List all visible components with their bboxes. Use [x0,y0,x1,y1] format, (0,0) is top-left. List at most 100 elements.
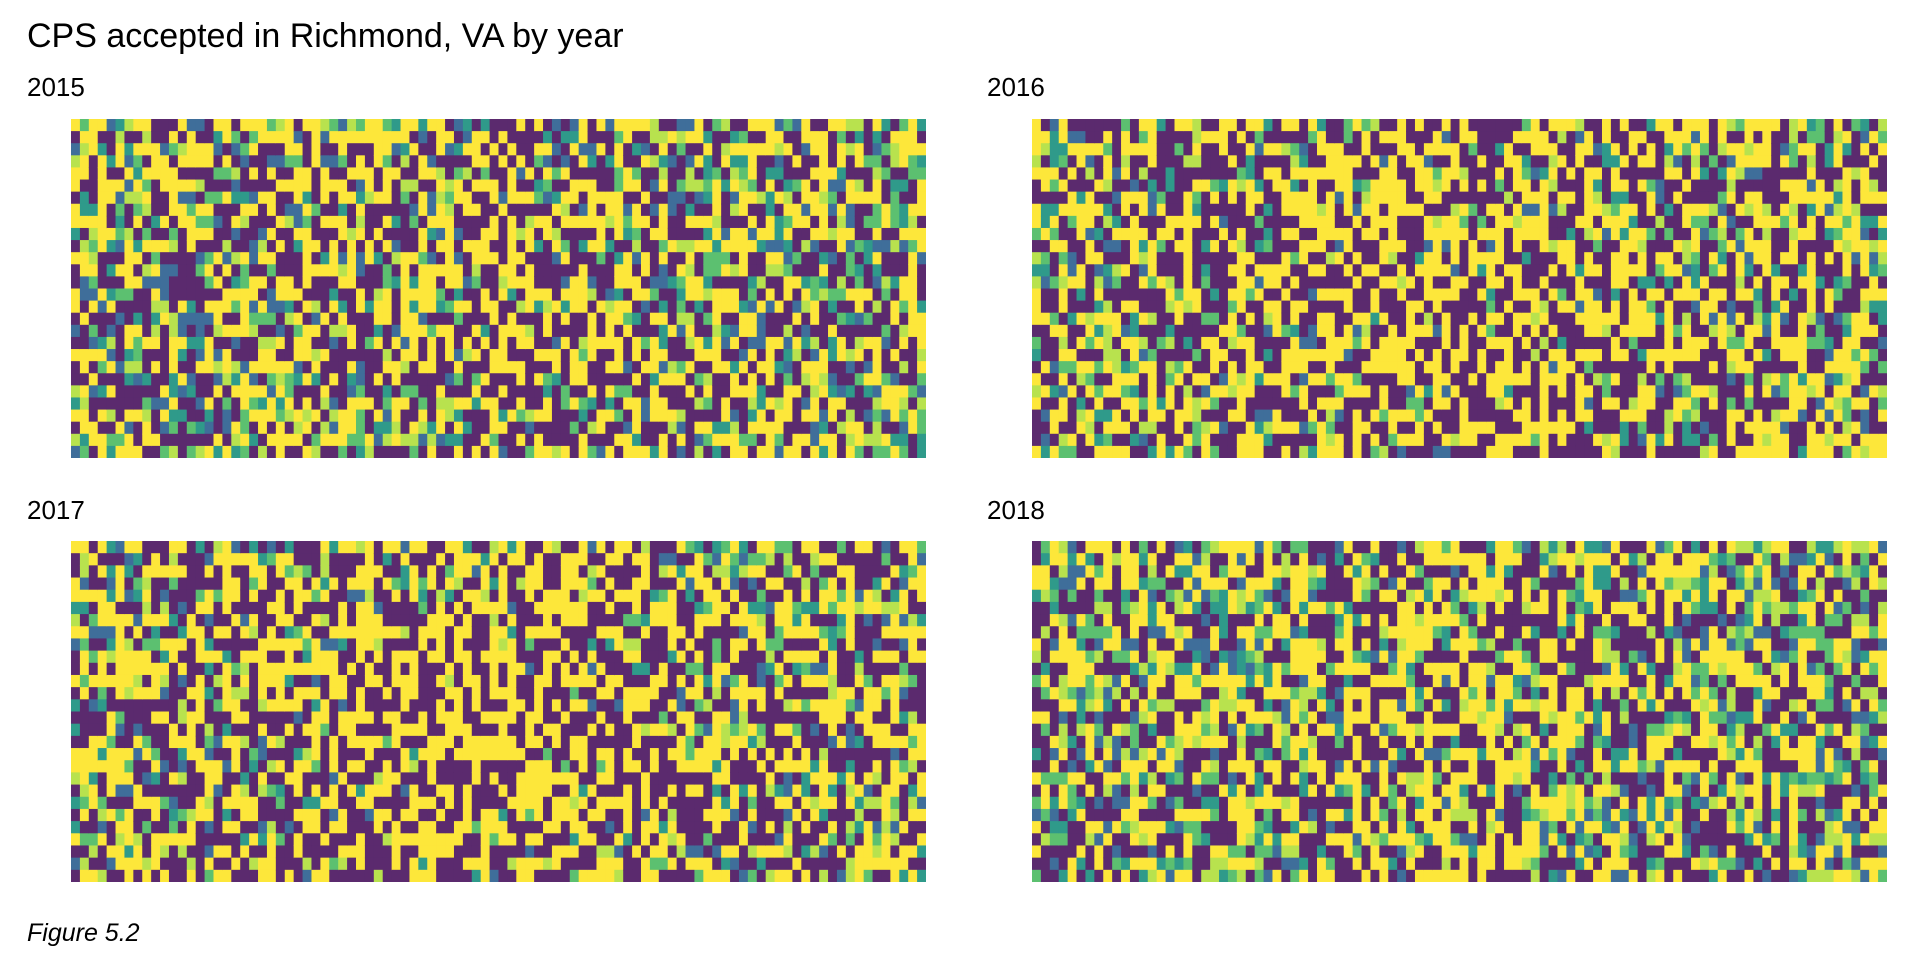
heatmap-cell [1121,421,1131,435]
heatmap-cell [231,445,241,458]
heatmap-cell [1156,227,1167,241]
heatmap-cell [685,167,696,181]
heatmap-cell [1147,349,1158,362]
heatmap-cell [115,264,126,277]
heatmap-cell [1076,191,1087,205]
heatmap-cell [756,288,767,302]
heatmap-cell [1183,276,1193,290]
heatmap-cell [543,361,553,374]
heatmap-cell [801,288,811,302]
heatmap-cell [1557,155,1567,169]
heatmap-cell [258,227,268,241]
heatmap-cell [1414,312,1425,326]
heatmap-cell [453,300,464,314]
heatmap-cell [133,191,143,205]
heatmap-cell [774,167,785,181]
heatmap-cell [747,324,758,338]
heatmap-cell [373,288,384,302]
heatmap-cell [1646,167,1657,181]
heatmap-cell [1753,373,1763,386]
heatmap-cell [427,143,437,156]
heatmap-cell [1708,373,1719,386]
heatmap-cell [293,240,304,253]
heatmap-cell [498,264,509,277]
heatmap-cell [1165,179,1176,193]
heatmap-cell [676,203,687,217]
heatmap-cell [275,252,286,265]
heatmap-cell [1735,409,1746,423]
heatmap-cell [1361,409,1372,423]
heatmap-cell [88,155,99,169]
heatmap-cell [436,143,446,156]
heatmap-cell [1183,155,1193,169]
heatmap-cell [356,167,366,181]
heatmap-cell [1699,312,1710,326]
heatmap-cell [738,445,749,458]
heatmap-cell [1450,324,1461,338]
heatmap-cell [1236,397,1247,411]
heatmap-cell [1539,288,1550,302]
heatmap-cell [1557,264,1567,277]
heatmap-cell [1486,433,1496,447]
heatmap-cell [71,336,81,350]
heatmap-cell [400,264,411,277]
heatmap-cell [142,252,152,265]
heatmap-cell [899,397,909,411]
heatmap-cell [1530,227,1541,241]
heatmap-cell [79,240,90,253]
heatmap-cell [1085,445,1095,458]
heatmap-cell [605,361,615,374]
heatmap-cell [614,324,624,338]
heatmap-cell [1201,227,1211,241]
heatmap-cell [418,179,428,193]
heatmap-cell [320,361,330,374]
heatmap-cell [1628,203,1639,217]
heatmap-cell [641,264,651,277]
heatmap-cell [427,397,437,411]
heatmap-cell [641,131,651,144]
heatmap-cell [1290,167,1300,181]
heatmap-cell [1504,445,1514,458]
heatmap-cell [1245,131,1256,144]
heatmap-cell [783,264,794,277]
heatmap-cell [623,409,633,423]
heatmap-cell [836,215,847,229]
heatmap-cell [836,373,847,386]
heatmap-cell [596,445,606,458]
heatmap-cell [240,276,250,290]
heatmap-cell [168,119,179,132]
heatmap-cell [854,167,865,181]
heatmap-cell [1477,179,1487,193]
heatmap-cell [828,324,838,338]
heatmap-cell [1156,131,1167,144]
heatmap-cell [498,385,509,399]
heatmap-cell [774,203,785,217]
heatmap-cell [543,264,553,277]
heatmap-cell [249,131,259,144]
heatmap-cell [1691,409,1701,423]
heatmap-cell [881,445,891,458]
heatmap-cell [721,373,731,386]
heatmap-cell [160,433,170,447]
heatmap-cell [694,288,704,302]
heatmap-cell [258,276,268,290]
heatmap-cell [1432,252,1443,265]
heatmap-cell [240,312,250,326]
heatmap-cell [623,155,633,169]
heatmap-cell [1504,336,1514,350]
heatmap-cell [1147,385,1158,399]
heatmap-cell [596,276,606,290]
heatmap-cell [249,397,259,411]
heatmap-cell [284,143,295,156]
heatmap-cell [266,191,277,205]
heatmap-cell [489,288,500,302]
heatmap-cell [1619,240,1630,253]
heatmap-cell [1138,421,1149,435]
heatmap-cell [1699,252,1710,265]
heatmap-cell [1210,409,1220,423]
heatmap-cell [623,433,633,447]
heatmap-cell [97,276,108,290]
heatmap-cell [1664,167,1674,181]
heatmap-cell [587,324,598,338]
heatmap-cell [1664,203,1674,217]
